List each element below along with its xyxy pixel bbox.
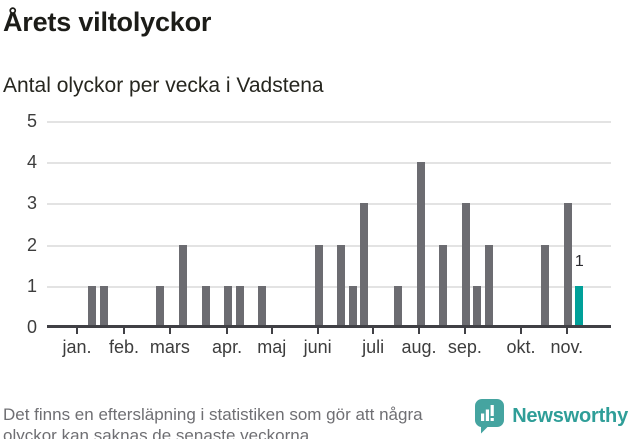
newsworthy-icon bbox=[475, 399, 505, 434]
bar bbox=[439, 244, 448, 327]
x-axis-tick bbox=[168, 327, 171, 334]
bar bbox=[462, 203, 471, 327]
footnote: Det finns en eftersläpning i statistiken… bbox=[3, 405, 423, 439]
x-axis-tick bbox=[270, 327, 273, 334]
bar bbox=[258, 285, 267, 327]
bar bbox=[314, 244, 323, 327]
chart-title: Årets viltolyckor bbox=[3, 7, 212, 37]
y-axis-label: 1 bbox=[26, 275, 37, 296]
gridline bbox=[47, 203, 611, 206]
x-axis-label: feb. bbox=[108, 337, 140, 357]
x-axis-tick bbox=[418, 327, 421, 334]
bar bbox=[337, 244, 346, 327]
bar bbox=[156, 285, 165, 327]
x-axis-label: apr. bbox=[212, 337, 243, 357]
newsworthy-wordmark: Newsworthy bbox=[512, 405, 628, 427]
gridline bbox=[47, 162, 611, 165]
bar bbox=[99, 285, 108, 327]
bar bbox=[235, 285, 244, 327]
y-axis-label: 2 bbox=[26, 234, 37, 255]
bar bbox=[178, 244, 187, 327]
x-axis-label: aug. bbox=[401, 337, 437, 357]
gridline bbox=[47, 244, 611, 247]
x-axis-label: maj bbox=[257, 337, 287, 357]
bar bbox=[348, 285, 357, 327]
x-axis-tick bbox=[463, 327, 466, 334]
bar bbox=[563, 203, 572, 327]
y-axis-label: 4 bbox=[26, 152, 37, 173]
bar-value-label: 1 bbox=[574, 252, 584, 270]
newsworthy-logo[interactable]: Newsworthy bbox=[475, 399, 628, 434]
bar bbox=[224, 285, 233, 327]
speech-bubble-shape bbox=[475, 399, 505, 434]
x-axis-label: sep. bbox=[447, 337, 482, 357]
y-axis-label: 5 bbox=[26, 111, 37, 131]
bar bbox=[484, 244, 493, 327]
x-axis-label: mars bbox=[149, 337, 190, 357]
x-axis-label: okt. bbox=[506, 337, 536, 357]
bar bbox=[394, 285, 403, 327]
x-axis-tick bbox=[372, 327, 375, 334]
x-axis-label: jan. bbox=[62, 337, 92, 357]
bar bbox=[201, 285, 210, 327]
x-axis-tick bbox=[226, 327, 229, 334]
x-axis-line bbox=[47, 325, 611, 328]
x-axis-tick bbox=[316, 327, 319, 334]
bar bbox=[88, 285, 97, 327]
bar bbox=[541, 244, 550, 327]
bar bbox=[360, 203, 369, 327]
y-axis-label: 3 bbox=[26, 193, 37, 214]
x-axis-tick bbox=[76, 327, 78, 334]
bar bbox=[416, 162, 425, 327]
bar-highlighted bbox=[575, 285, 584, 327]
chart-subtitle: Antal olyckor per vecka i Vadstena bbox=[3, 74, 324, 97]
y-axis-label: 0 bbox=[26, 317, 37, 337]
x-axis-label: juli bbox=[362, 337, 385, 357]
x-axis-label: nov. bbox=[550, 337, 584, 357]
bar bbox=[473, 285, 482, 327]
x-axis-tick bbox=[123, 327, 125, 334]
gridline bbox=[47, 121, 611, 123]
plot-area: 0 1 2 3 4 5 jan. feb. mars apr. maj juni juli aug. sep… bbox=[27, 112, 611, 357]
gridline bbox=[47, 285, 611, 288]
x-axis-tick bbox=[565, 327, 568, 334]
x-axis-tick bbox=[519, 327, 522, 334]
x-axis-label: juni bbox=[303, 337, 332, 357]
bar-chart-glyph bbox=[481, 405, 494, 421]
